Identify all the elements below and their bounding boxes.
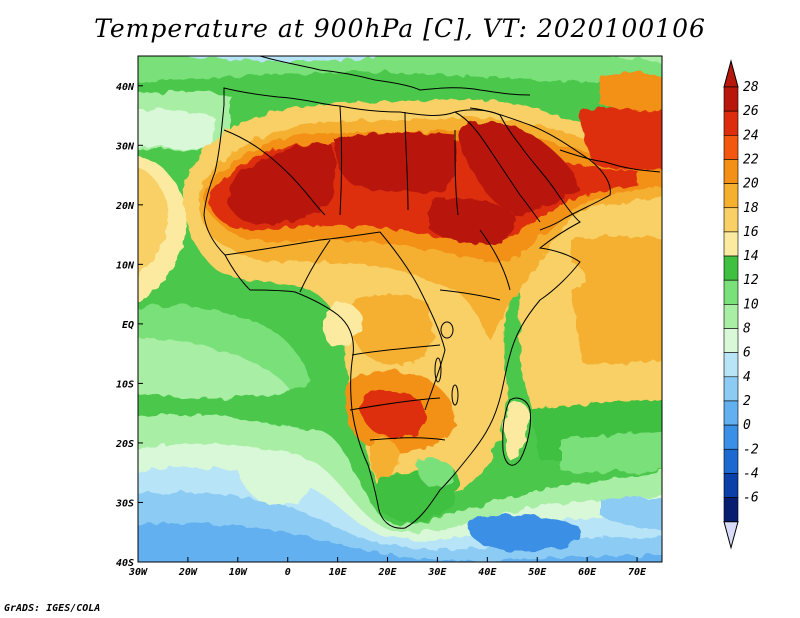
temperature-field	[138, 56, 662, 562]
colorbar-label: -2	[743, 442, 759, 457]
colorbar-label: 8	[743, 322, 751, 337]
lat-tick-label: 10N	[116, 260, 135, 271]
lon-tick-label: 70E	[628, 567, 647, 578]
lon-tick-label: 20E	[377, 567, 397, 578]
lat-tick-label: 40S	[116, 558, 134, 569]
lon-tick-label: 10W	[229, 567, 248, 578]
colorbar-swatch	[723, 304, 739, 329]
colorbar-swatch	[723, 279, 739, 305]
plot-frame	[137, 55, 663, 563]
colorbar-swatch	[723, 328, 739, 353]
coastlines	[203, 56, 661, 529]
lon-tick-label: 20W	[178, 567, 198, 578]
lat-tick-label: 20S	[115, 439, 134, 450]
colorbar-label: 22	[743, 152, 759, 167]
colorbar-label: 28	[743, 80, 759, 95]
colorbar-label: 0	[743, 418, 751, 433]
colorbar-label: 18	[743, 201, 759, 216]
lon-tick-label: 60E	[578, 567, 597, 578]
lon-tick-label: 40E	[478, 567, 497, 578]
lat-tick-label: 40N	[116, 82, 135, 93]
colorbar-swatch	[723, 231, 739, 257]
lon-tick-label: 30W	[128, 567, 148, 578]
colorbar-swatch	[723, 473, 739, 498]
colorbar-label: 24	[743, 128, 759, 143]
colorbar-label: 16	[743, 225, 759, 240]
axis-ticks: 30W 20W 10W 0 10E 20E 30E 40E 50E 60E 70E 40N 30N 20N…	[115, 82, 647, 578]
colorbar-label: 10	[743, 297, 759, 312]
colorbar-swatch	[723, 86, 739, 112]
colorbar-swatch	[723, 424, 739, 450]
colorbar-swatch	[723, 352, 739, 378]
colorbar-swatch	[723, 255, 739, 281]
colorbar-swatch	[723, 448, 739, 474]
colorbar-label: 2	[743, 394, 751, 409]
colorbar-swatch	[723, 183, 739, 209]
colorbar-swatch	[723, 135, 739, 160]
colorbar-label: -4	[743, 466, 759, 481]
lon-tick-label: 0	[285, 567, 291, 578]
colorbar-label: 6	[743, 346, 751, 361]
colorbar-swatch	[723, 376, 739, 402]
lon-tick-label: 50E	[528, 567, 547, 578]
lon-tick-label: 30E	[427, 567, 447, 578]
colorbar-label: 20	[743, 177, 759, 192]
colorbar-top-arrow	[723, 59, 739, 88]
colorbar-swatch	[723, 207, 739, 233]
lon-tick-label: 10E	[329, 567, 348, 578]
credit-text: GrADS: IGES/COLA	[4, 603, 101, 614]
colorbar-swatch	[723, 110, 739, 136]
lat-tick-label: 30S	[115, 498, 134, 509]
lat-tick-label: 30N	[115, 141, 135, 152]
lat-tick-label: 10S	[116, 379, 134, 390]
colorbar-label: 4	[743, 370, 751, 385]
colorbar-swatch	[723, 159, 739, 184]
colorbar-bottom-arrow	[723, 521, 739, 550]
colorbar-label: -6	[743, 491, 759, 506]
lat-tick-label: EQ	[122, 320, 134, 331]
colorbar-label: 26	[743, 104, 759, 119]
map-title: Temperature at 900hPa [C], VT: 202010010…	[94, 14, 706, 43]
lat-tick-label: 20N	[115, 201, 135, 212]
colorbar-swatch	[723, 400, 739, 426]
colorbar-label: 12	[743, 273, 759, 288]
colorbar-swatch	[723, 497, 739, 522]
colorbar-label: 14	[743, 249, 759, 264]
